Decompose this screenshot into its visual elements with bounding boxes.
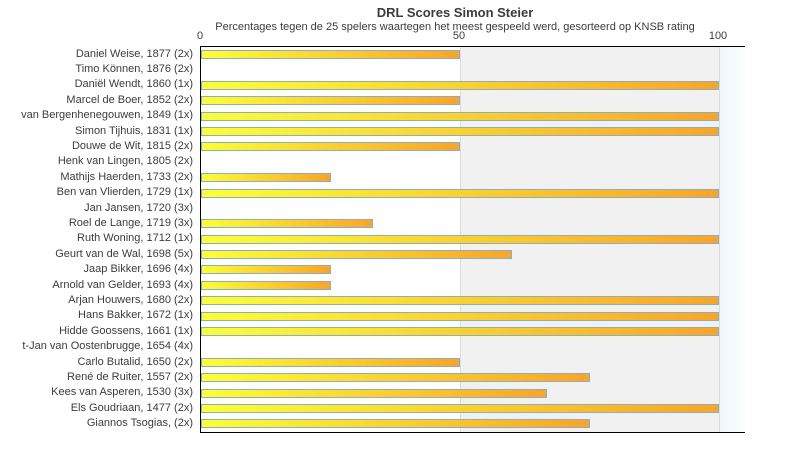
bar-row — [201, 386, 744, 401]
player-label: René de Ruiter, 1557 (2x) — [67, 370, 193, 383]
player-label: Ben van Vlierden, 1729 (1x) — [56, 186, 193, 199]
bar-row — [201, 247, 744, 262]
player-label: Arnold van Gelder, 1693 (4x) — [52, 278, 193, 291]
bar — [201, 188, 719, 198]
bar — [201, 126, 719, 136]
chart-title: DRL Scores Simon Steier — [376, 5, 534, 20]
bar-row — [201, 201, 744, 216]
bar-row — [201, 78, 744, 93]
bar — [201, 403, 719, 413]
bar-row — [201, 262, 744, 277]
x-axis-ticks: 0 50 100 — [196, 30, 745, 44]
bar-row — [201, 355, 744, 370]
bar-row — [201, 401, 744, 416]
bar-rows — [201, 47, 744, 432]
bar-row — [201, 109, 744, 124]
bar — [201, 80, 719, 90]
bar-row — [201, 416, 744, 431]
player-label: Henk van Lingen, 1805 (2x) — [57, 155, 193, 168]
bar — [201, 50, 460, 59]
bar-row — [201, 170, 744, 185]
player-label: Kees van Asperen, 1530 (3x) — [51, 386, 193, 399]
bar-row — [201, 232, 744, 247]
player-label: van Bergenhenegouwen, 1849 (1x) — [21, 109, 193, 122]
bar — [201, 327, 719, 337]
bar — [201, 311, 719, 321]
bar-row — [201, 293, 744, 308]
bar-row — [201, 124, 744, 139]
player-label: Simon Tijhuis, 1831 (1x) — [75, 124, 193, 137]
bar — [201, 173, 331, 183]
x-tick-label: 100 — [708, 30, 728, 42]
bar-row — [201, 62, 744, 77]
bar — [201, 265, 331, 275]
player-label: Jaap Bikker, 1696 (4x) — [83, 263, 193, 276]
bar-row — [201, 370, 744, 385]
x-tick-label: 50 — [452, 30, 466, 42]
bar-row — [201, 309, 744, 324]
bar — [201, 219, 374, 229]
player-label: Geurt van de Wal, 1698 (5x) — [55, 247, 193, 260]
player-label: Els Goudriaan, 1477 (2x) — [70, 401, 193, 414]
plot-area — [200, 46, 746, 433]
player-label: Timo Können, 1876 (2x) — [75, 63, 193, 76]
bar — [201, 234, 719, 244]
x-tick-label: 0 — [196, 30, 204, 42]
bar — [201, 388, 547, 398]
bar — [201, 142, 460, 152]
bar-row — [201, 139, 744, 154]
bar-row — [201, 155, 744, 170]
bar — [201, 111, 719, 121]
bar-row — [201, 186, 744, 201]
player-label: t-Jan van Oostenbrugge, 1654 (4x) — [22, 340, 193, 353]
player-label: Ruth Woning, 1712 (1x) — [77, 232, 193, 245]
player-label: Daniël Wendt, 1860 (1x) — [74, 78, 193, 91]
player-label: Arjan Houwers, 1680 (2x) — [68, 293, 193, 306]
player-label: Roel de Lange, 1719 (3x) — [68, 216, 193, 229]
player-label: Jan Jansen, 1720 (3x) — [84, 201, 193, 214]
bar — [201, 96, 460, 106]
bar-row — [201, 278, 744, 293]
bar-row — [201, 324, 744, 339]
bar-row — [201, 216, 744, 231]
category-labels: Daniel Weise, 1877 (2x) Timo Können, 1876… — [0, 46, 193, 433]
bar-row — [201, 47, 744, 62]
player-label: Carlo Butalid, 1650 (2x) — [77, 355, 193, 368]
player-label: Hidde Goossens, 1661 (1x) — [59, 324, 193, 337]
bar — [201, 280, 331, 290]
player-label: Douwe de Wit, 1815 (2x) — [71, 140, 193, 153]
bar — [201, 250, 512, 260]
player-label: Daniel Weise, 1877 (2x) — [75, 47, 193, 60]
bar — [201, 419, 590, 429]
bar-row — [201, 339, 744, 354]
player-label: Mathijs Haerden, 1733 (2x) — [60, 170, 193, 183]
bar — [201, 296, 719, 306]
player-label: Hans Bakker, 1672 (1x) — [78, 309, 193, 322]
bar-row — [201, 93, 744, 108]
player-label: Marcel de Boer, 1852 (2x) — [66, 93, 193, 106]
plot-band — [719, 47, 746, 432]
player-label: Giannos Tsogias, (2x) — [86, 417, 193, 430]
bar — [201, 373, 590, 383]
chart-subtitle: Percentages tegen de 25 spelers waartege… — [215, 21, 695, 33]
bar — [201, 357, 460, 367]
